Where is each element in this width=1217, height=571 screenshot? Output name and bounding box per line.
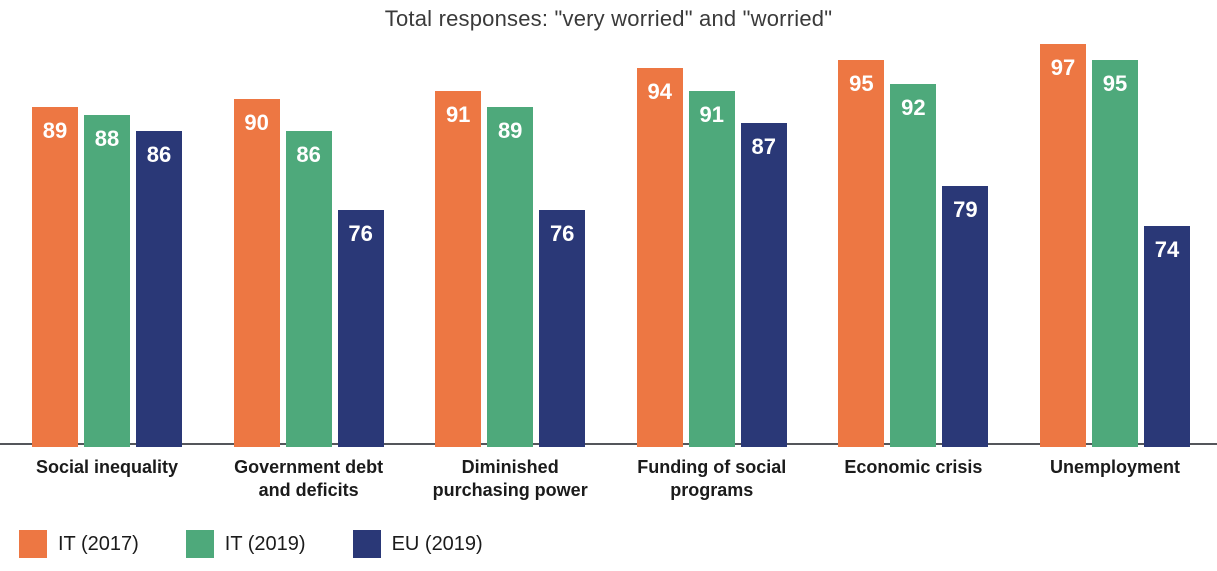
bar: 76 bbox=[337, 210, 384, 447]
bar-value-label: 79 bbox=[953, 197, 978, 222]
bar-group: 95 92 79 bbox=[838, 0, 989, 447]
bar-value-label: 89 bbox=[42, 118, 68, 143]
bar-value-label: 95 bbox=[1102, 71, 1128, 96]
bar: 94 bbox=[636, 68, 683, 447]
bar: 76 bbox=[539, 210, 586, 447]
bar-group: 89 88 86 bbox=[32, 0, 182, 447]
bar: 91 bbox=[688, 91, 735, 447]
bar: 87 bbox=[740, 123, 787, 447]
bar-value-label: 89 bbox=[497, 118, 523, 143]
bar-group: 91 89 76 bbox=[435, 0, 586, 447]
plot-area: 89 88 86 90 86 76 91 89 76 94 91 87 95 92 79 97 95 74 bbox=[0, 0, 1217, 447]
bar: 92 bbox=[890, 84, 937, 447]
bar-group: 94 91 87 bbox=[636, 0, 787, 447]
bar: 91 bbox=[435, 91, 482, 447]
category-label: Social inequality bbox=[35, 457, 179, 477]
bar: 86 bbox=[285, 131, 332, 447]
chart-title: Total responses: "very worried" and "wor… bbox=[384, 6, 833, 31]
bar-value-label: 90 bbox=[244, 110, 269, 135]
bar-value-label: 91 bbox=[445, 102, 471, 127]
legend-label: IT (2019) bbox=[224, 532, 306, 555]
bar-value-label: 86 bbox=[146, 142, 172, 167]
bar-value-label: 87 bbox=[751, 134, 777, 159]
category-label: Diminished purchasing power bbox=[432, 457, 588, 500]
legend: IT (2017) IT (2019) EU (2019) bbox=[19, 530, 530, 558]
bar: 88 bbox=[84, 115, 130, 447]
category-labels-row: Social inequality Government debt and defi… bbox=[0, 456, 1217, 510]
bar-value-label: 95 bbox=[849, 71, 874, 96]
bar-value-label: 76 bbox=[348, 221, 373, 246]
bar: 89 bbox=[487, 107, 534, 447]
bar: 95 bbox=[838, 60, 885, 447]
bar-value-label: 88 bbox=[94, 126, 120, 151]
bar: 90 bbox=[233, 99, 280, 447]
bar-group: 90 86 76 bbox=[233, 0, 384, 447]
bar: 95 bbox=[1092, 60, 1138, 447]
bar-group: 97 95 74 bbox=[1040, 0, 1190, 447]
legend-swatch bbox=[185, 530, 214, 558]
legend-label: EU (2019) bbox=[391, 532, 483, 555]
legend-item: EU (2019) bbox=[352, 530, 483, 558]
bar-value-label: 86 bbox=[296, 142, 321, 167]
bar: 74 bbox=[1144, 226, 1190, 447]
bar-value-label: 94 bbox=[647, 79, 673, 104]
category-label: Government debt and deficits bbox=[234, 457, 384, 500]
bar-value-label: 97 bbox=[1050, 55, 1076, 80]
legend-swatch bbox=[352, 530, 381, 558]
bar: 86 bbox=[136, 131, 182, 447]
legend-swatch bbox=[19, 530, 47, 558]
bar: 97 bbox=[1040, 44, 1086, 447]
category-label: Funding of social programs bbox=[637, 457, 787, 500]
bar-value-label: 74 bbox=[1154, 237, 1180, 262]
legend-label: IT (2017) bbox=[58, 532, 139, 555]
legend-item: IT (2017) bbox=[19, 530, 139, 558]
category-label: Unemployment bbox=[1049, 457, 1181, 477]
x-axis-line bbox=[0, 443, 1217, 445]
legend-item: IT (2019) bbox=[185, 530, 306, 558]
bar: 79 bbox=[942, 186, 989, 447]
bar-value-label: 91 bbox=[699, 102, 725, 127]
bar: 89 bbox=[32, 107, 78, 447]
bar-value-label: 92 bbox=[901, 95, 926, 120]
category-label: Economic crisis bbox=[844, 457, 983, 477]
bar-value-label: 76 bbox=[549, 221, 575, 246]
